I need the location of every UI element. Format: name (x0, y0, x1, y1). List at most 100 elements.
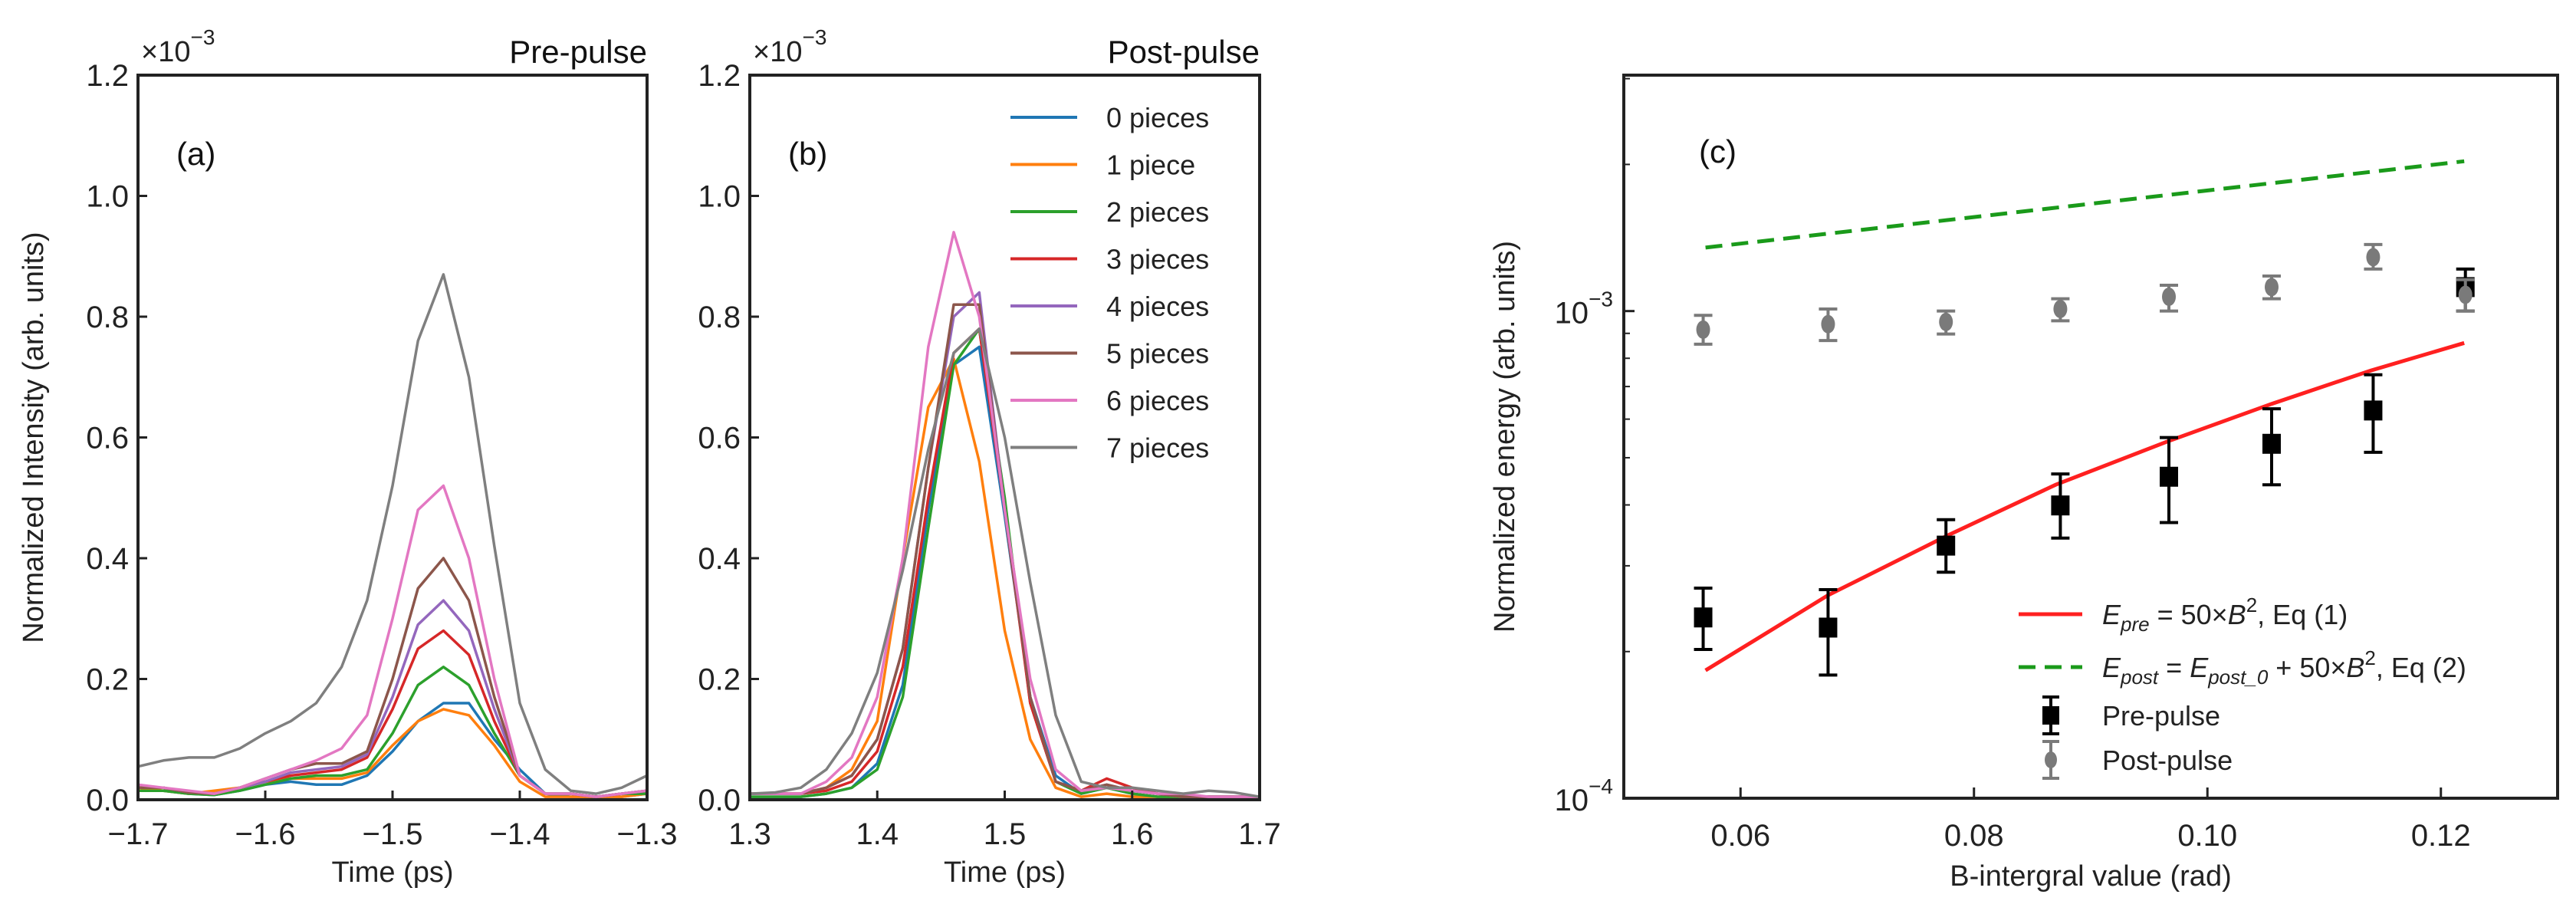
square-marker (1694, 607, 1713, 628)
x-axis-label: B-intergral value (rad) (1950, 860, 2231, 893)
y-tick-label: 0.0 (86, 784, 129, 817)
data-point-pre-pulse (1937, 518, 1956, 574)
legend-label: Post-pulse (2102, 745, 2233, 776)
panel-title: Pre-pulse (509, 34, 647, 70)
x-tick-label: 1.3 (728, 817, 771, 851)
legend-label: 1 piece (1106, 150, 1195, 181)
legend-label: 4 pieces (1106, 291, 1209, 322)
square-marker (2364, 400, 2383, 421)
y-tick-label: 10−4 (1555, 774, 1613, 817)
exponent: −3 (1589, 288, 1613, 311)
data-point-pre-pulse (2364, 373, 2383, 454)
x-tick-label: 1.6 (1111, 817, 1154, 851)
fit-line-e-pre-fit (1704, 340, 2465, 672)
y-tick-label: 0.2 (698, 663, 741, 697)
scale-multiplier: ×10−3 (141, 25, 215, 68)
series-line-0-pieces (138, 702, 647, 798)
circle-marker (1939, 312, 1953, 331)
data-point-pre-pulse (2051, 472, 2070, 540)
x-tick-label: −1.3 (617, 817, 678, 851)
y-tick-label: 0.8 (86, 301, 129, 334)
base: ×10 (753, 36, 802, 68)
x-tick-label: −1.4 (490, 817, 550, 851)
panel-c-energy: 0.06 0.08 0.10 0.12 B-intergral value (rad) N… (1489, 74, 2559, 893)
legend-text-segment: B (2228, 599, 2246, 630)
legend: 0 pieces 1 piece 2 pieces 3 pieces 4 pieces 5… (1010, 102, 1209, 464)
y-tick-label: 1.2 (698, 59, 741, 93)
x-tick-label: 1.5 (984, 817, 1027, 851)
data-point-post-pulse (1937, 309, 1956, 336)
legend-text-segment: Post-pulse (2102, 745, 2233, 776)
legend-text-segment: B (2346, 652, 2364, 683)
exponent: −3 (802, 25, 826, 49)
square-marker (2160, 466, 2179, 487)
square-marker (1819, 617, 1838, 638)
data-point-post-pulse (2262, 275, 2281, 301)
series-line-4-pieces (138, 599, 647, 798)
legend-text-segment: E (2190, 652, 2209, 683)
legend-text-segment: E (2102, 599, 2121, 630)
exponent: −4 (1589, 774, 1613, 798)
x-tick-label: 0.08 (1944, 819, 2004, 853)
x-tick-label: 1.4 (856, 817, 899, 851)
x-axis-label: Time (ps) (944, 856, 1066, 889)
panel-title: Post-pulse (1108, 34, 1260, 70)
series-line-2-pieces (138, 666, 647, 798)
x-tick-label: 0.06 (1710, 819, 1770, 853)
y-tick-label: 10−3 (1555, 288, 1613, 330)
legend: Epre = 50×B2, Eq (1) Epost = Epost_0 + 50… (2019, 593, 2466, 780)
circle-marker (2264, 278, 2279, 297)
y-tick-label: 0.6 (86, 422, 129, 455)
base: 10 (1555, 784, 1589, 817)
data-point-post-pulse (2051, 297, 2070, 323)
legend-label: 6 pieces (1106, 385, 1209, 416)
axes-frame (1622, 74, 2559, 800)
data-point-pre-pulse (1694, 586, 1713, 652)
square-marker (2262, 433, 2281, 454)
y-tick-label: 0.8 (698, 301, 741, 334)
y-tick-label: 0.4 (86, 542, 129, 576)
x-tick-label: −1.5 (363, 817, 423, 851)
legend-label: Pre-pulse (2102, 700, 2220, 732)
legend-text-segment: pre (2120, 613, 2150, 636)
data-point-post-pulse (1819, 307, 1838, 343)
y-tick-label: 1.0 (698, 180, 741, 214)
square-marker (1937, 535, 1956, 556)
panel-label: (b) (788, 136, 827, 172)
legend-label: Epre = 50×B2, Eq (1) (2102, 593, 2348, 636)
axes-frame (136, 74, 649, 801)
x-tick-label: 0.10 (2177, 819, 2237, 853)
legend-label: 0 pieces (1106, 102, 1209, 133)
data-point-pre-pulse (1819, 587, 1838, 677)
series-line-5-pieces (138, 557, 647, 798)
y-axis-label: Normalized energy (arb. units) (1489, 241, 1521, 633)
circle-marker (1821, 314, 1835, 334)
series-line-1-piece (138, 708, 647, 798)
series-line-7-pieces (138, 273, 647, 795)
legend-text-segment: , Eq (1) (2257, 599, 2348, 630)
series-line-7-pieces (750, 327, 1260, 798)
circle-marker (2053, 299, 2068, 318)
legend-label: Epost = Epost_0 + 50×B2, Eq (2) (2102, 646, 2466, 689)
series-line-5-pieces (750, 303, 1260, 798)
circle-marker (1696, 320, 1710, 339)
legend-label: 5 pieces (1106, 338, 1209, 370)
series-line-6-pieces (138, 484, 647, 798)
panel-a-pre-pulse: −1.7 −1.6 −1.5 −1.4 −1.3 0.0 0.2 0.4 0.6 0.8 1.0 1.… (18, 34, 677, 889)
legend-circle-marker (2045, 751, 2057, 768)
x-tick-label: −1.6 (235, 817, 296, 851)
x-tick-label: −1.7 (108, 817, 169, 851)
legend-text-segment: , Eq (2) (2376, 652, 2466, 683)
x-tick-label: 1.7 (1238, 817, 1281, 851)
data-point-post-pulse (2456, 278, 2475, 313)
y-axis-label: Normalized Intensity (arb. units) (18, 232, 50, 643)
y-tick-label: 0.2 (86, 663, 129, 697)
legend-text-segment: E (2102, 652, 2121, 683)
data-point-post-pulse (2160, 283, 2179, 313)
series-line-1-piece (750, 357, 1260, 798)
y-tick-label: 1.0 (86, 180, 129, 214)
legend-text-segment: post (2120, 666, 2160, 689)
legend-text-segment: 2 (2246, 593, 2257, 616)
legend-label: 7 pieces (1106, 432, 1209, 464)
